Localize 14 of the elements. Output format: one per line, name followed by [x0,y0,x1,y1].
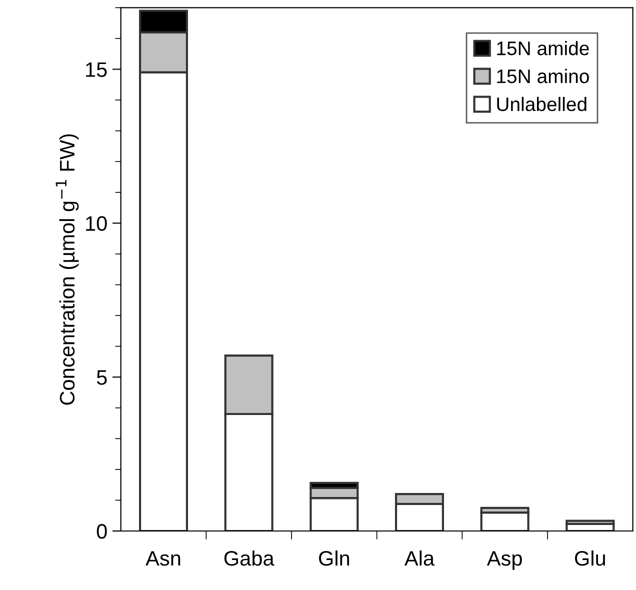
legend-label: 15N amino [497,68,589,84]
x-tick-label: Glu [574,550,605,566]
y-tick-label: 15 [86,62,107,77]
legend-label: 15N amide [497,40,589,56]
y-tick-label: 0 [96,524,107,539]
x-tick-label: Ala [404,550,435,566]
x-tick-label: Gln [319,550,350,566]
x-tick-label: Asp [486,551,522,570]
legend-label: Unlabelled [497,96,586,112]
x-tick-label: Asn [146,551,180,566]
y-tick-label: 10 [86,216,107,231]
y-tick-label: 5 [96,370,107,385]
x-tick-label: Gaba [224,550,274,566]
y-axis-title: Concentration (µmol g$^{−1}$ FW) [56,134,79,405]
